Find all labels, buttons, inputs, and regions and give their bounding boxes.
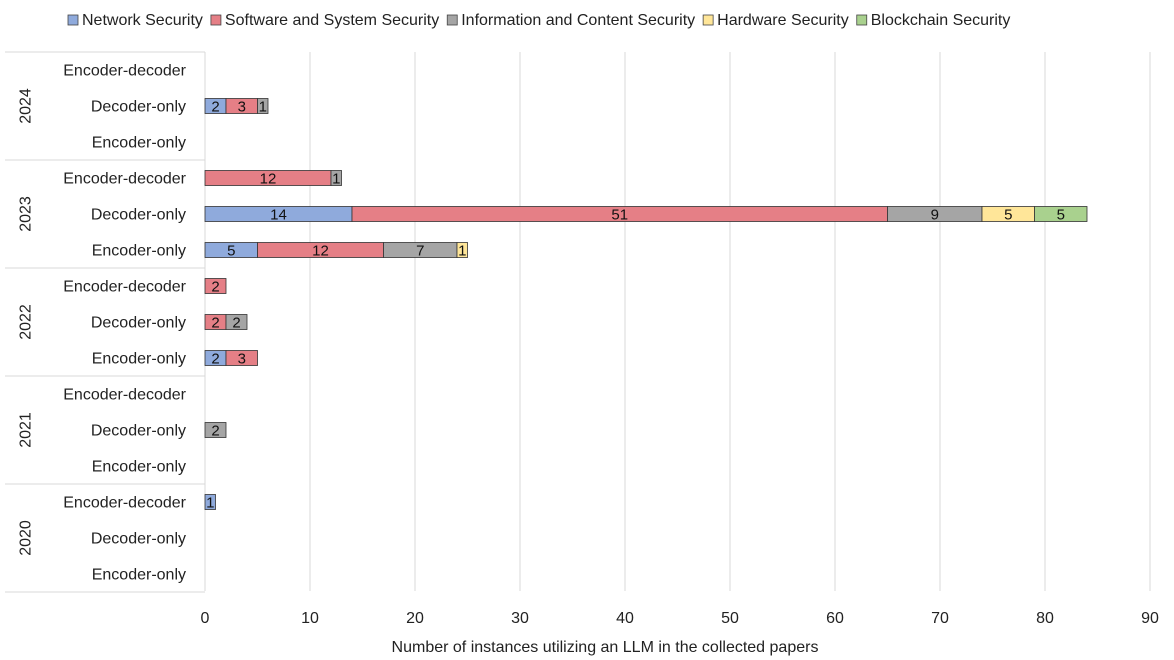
row-label-2020-1: Encoder-decoder — [63, 495, 186, 512]
legend-label-5: Blockchain Security — [871, 12, 1011, 29]
bar-segment-2024-2-s3 — [257, 98, 269, 114]
x-tick-90: 90 — [1141, 610, 1159, 627]
data-label-2023-2-s2: 51 — [611, 206, 628, 223]
row-label-2023-1: Encoder-decoder — [63, 171, 186, 188]
gridlines — [309, 52, 1151, 591]
year-label-2023: 2023 — [18, 196, 35, 232]
legend-label-1: Network Security — [82, 12, 203, 29]
data-label-2023-2-s4: 5 — [1004, 206, 1012, 223]
row-label-2023-2: Decoder-only — [91, 207, 186, 224]
data-label-2023-2-s1: 14 — [270, 206, 287, 223]
bar-segment-2022-1-s2 — [204, 278, 227, 294]
data-label-2023-2-s5: 5 — [1057, 206, 1065, 223]
row-label-2020-3: Encoder-only — [92, 567, 186, 584]
data-label-2022-3-s1: 2 — [211, 350, 219, 367]
data-label-2021-2-s3: 2 — [211, 422, 219, 439]
legend-swatch-1 — [67, 14, 79, 26]
x-tick-20: 20 — [406, 610, 424, 627]
row-label-2024-2: Decoder-only — [91, 99, 186, 116]
bar-segment-2022-3-s2 — [225, 350, 258, 366]
legend-swatch-5 — [856, 14, 868, 26]
row-label-2021-3: Encoder-only — [92, 459, 186, 476]
bar-segment-2022-2-s3 — [225, 314, 248, 330]
row-label-2021-1: Encoder-decoder — [63, 387, 186, 404]
row-label-2022-1: Encoder-decoder — [63, 279, 186, 296]
legend-label-3: Information and Content Security — [461, 12, 695, 29]
year-label-2020: 2020 — [18, 520, 35, 556]
data-label-2024-2-s3: 1 — [259, 98, 267, 115]
year-label-2024: 2024 — [18, 88, 35, 124]
data-label-2022-3-s2: 3 — [238, 350, 246, 367]
data-label-2023-2-s3: 9 — [931, 206, 939, 223]
row-label-2024-3: Encoder-only — [92, 135, 186, 152]
data-label-2024-2-s2: 3 — [238, 98, 246, 115]
legend-swatch-4 — [702, 14, 714, 26]
row-label-2020-2: Decoder-only — [91, 531, 186, 548]
bar-segment-2023-2-s5 — [1034, 206, 1088, 222]
data-label-2023-3-s2: 12 — [312, 242, 329, 259]
legend-label-2: Software and System Security — [225, 12, 439, 29]
data-label-2022-2-s3: 2 — [232, 314, 240, 331]
data-label-2023-3-s1: 5 — [227, 242, 235, 259]
bar-segment-2023-1-s3 — [330, 170, 342, 186]
bars: 2 3 112 114 51 9 5 55 12 7 122 22 321 — [204, 98, 1088, 511]
bar-segment-2023-3-s4 — [456, 242, 468, 258]
x-axis-title: Number of instances utilizing an LLM in … — [392, 639, 819, 656]
data-label-2022-1-s2: 2 — [211, 278, 219, 295]
bar-segment-2021-2-s3 — [204, 422, 227, 438]
x-tick-30: 30 — [511, 610, 529, 627]
x-axis-ticks: 0 10 20 30 40 50 60 70 80 90 — [201, 610, 1159, 627]
row-label-2023-3: Encoder-only — [92, 243, 186, 260]
data-label-2023-1-s3: 1 — [332, 170, 340, 187]
x-tick-0: 0 — [201, 610, 210, 627]
data-label-2020-1-s1: 1 — [206, 494, 214, 511]
x-tick-40: 40 — [616, 610, 634, 627]
x-tick-10: 10 — [301, 610, 319, 627]
category-axis: 2024 Encoder-decoder Decoder-only Encoder-o… — [5, 51, 206, 593]
row-label-2022-2: Decoder-only — [91, 315, 186, 332]
year-label-2021: 2021 — [18, 412, 35, 448]
bar-segment-2020-1-s1 — [204, 494, 216, 510]
legend-swatch-3 — [446, 14, 458, 26]
x-tick-70: 70 — [931, 610, 949, 627]
row-label-2024-1: Encoder-decoder — [63, 63, 186, 80]
data-label-2024-2-s1: 2 — [211, 98, 219, 115]
x-tick-50: 50 — [721, 610, 739, 627]
data-label-2022-2-s2: 2 — [211, 314, 219, 331]
data-label-2023-3-s3: 7 — [416, 242, 424, 259]
x-tick-80: 80 — [1036, 610, 1054, 627]
row-label-2022-3: Encoder-only — [92, 351, 186, 368]
data-label-2023-3-s4: 1 — [458, 242, 466, 259]
x-tick-60: 60 — [826, 610, 844, 627]
legend: Network Security Software and System Secu… — [67, 12, 1011, 29]
row-label-2021-2: Decoder-only — [91, 423, 186, 440]
data-label-2023-1-s2: 12 — [260, 170, 277, 187]
legend-label-4: Hardware Security — [717, 12, 849, 29]
year-label-2022: 2022 — [18, 304, 35, 340]
legend-swatch-2 — [210, 14, 222, 26]
